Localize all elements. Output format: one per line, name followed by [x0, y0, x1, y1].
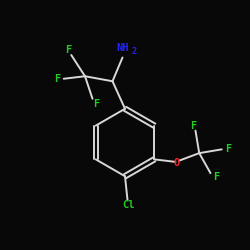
Text: F: F: [225, 144, 231, 154]
Text: F: F: [190, 121, 196, 130]
Text: Cl: Cl: [122, 200, 135, 209]
Text: F: F: [54, 74, 60, 84]
Text: F: F: [214, 172, 220, 182]
Text: F: F: [66, 45, 72, 55]
Text: 2: 2: [131, 47, 136, 56]
Text: F: F: [93, 99, 100, 109]
Text: NH: NH: [116, 42, 129, 52]
Text: O: O: [174, 158, 180, 168]
